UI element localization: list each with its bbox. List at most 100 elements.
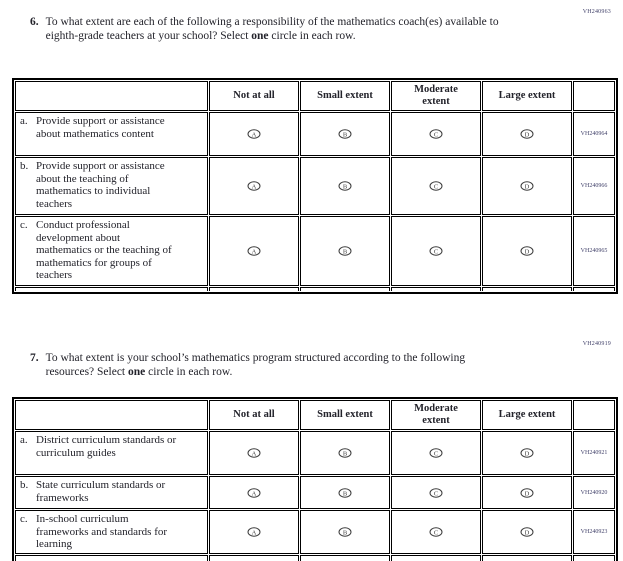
svg-text:A: A — [252, 529, 257, 536]
answer-oval-a-icon[interactable]: A — [247, 448, 261, 459]
response-cell[interactable]: C — [391, 431, 481, 475]
stub-cell — [482, 287, 572, 291]
row-letter: a. — [20, 434, 28, 446]
answer-oval-a-icon[interactable]: A — [247, 527, 261, 537]
question-6-text-b: circle in each row. — [268, 30, 356, 42]
row-letter: b. — [20, 479, 29, 491]
answer-oval-b-icon[interactable]: B — [338, 488, 352, 498]
question-7-vh-code: VH240919 — [582, 341, 611, 347]
answer-oval-b-icon[interactable]: B — [338, 129, 352, 140]
answer-oval-d-icon[interactable]: D — [520, 488, 534, 498]
row-label: Provide support or assistance about math… — [36, 115, 165, 140]
stub-cell — [209, 554, 299, 561]
answer-oval-d-icon[interactable]: D — [520, 527, 534, 537]
response-cell[interactable]: D — [482, 476, 572, 509]
response-cell[interactable]: A — [209, 476, 299, 509]
response-cell[interactable]: B — [300, 431, 390, 475]
answer-oval-c-icon[interactable]: C — [429, 448, 443, 459]
svg-text:A: A — [252, 451, 257, 458]
col-header-small-extent: Small extent — [300, 81, 390, 111]
response-cell[interactable]: C — [391, 510, 481, 554]
response-cell[interactable]: A — [209, 431, 299, 475]
response-cell[interactable]: D — [482, 112, 572, 156]
svg-text:D: D — [525, 529, 530, 536]
svg-text:B: B — [343, 529, 348, 536]
question-6-number: 6. — [30, 16, 39, 28]
answer-oval-c-icon[interactable]: C — [429, 246, 443, 257]
stub-cell — [391, 287, 481, 291]
answer-oval-b-icon[interactable]: B — [338, 527, 352, 537]
stub-cell — [209, 287, 299, 291]
row-label-cell: a. Provide support or assistance about m… — [15, 112, 208, 156]
answer-oval-a-icon[interactable]: A — [247, 181, 261, 192]
response-cell[interactable]: A — [209, 510, 299, 554]
stub-cell — [15, 554, 208, 561]
table-row: c. Conduct professional development abou… — [15, 216, 615, 286]
q7-response-table: Not at all Small extent Moderate extent … — [12, 397, 618, 561]
answer-oval-c-icon[interactable]: C — [429, 527, 443, 537]
row-vh-code: VH240921 — [573, 431, 615, 475]
question-7-text-a: To what extent is your school’s mathemat… — [45, 352, 466, 378]
col-header-moderate-extent: Moderate extent — [391, 400, 481, 430]
response-cell[interactable]: B — [300, 216, 390, 286]
response-cell[interactable]: C — [391, 476, 481, 509]
col-header-small-extent: Small extent — [300, 400, 390, 430]
row-letter: c. — [20, 513, 28, 525]
answer-oval-c-icon[interactable]: C — [429, 129, 443, 140]
answer-oval-d-icon[interactable]: D — [520, 181, 534, 192]
col-header-large-extent: Large extent — [482, 81, 572, 111]
answer-oval-d-icon[interactable]: D — [520, 129, 534, 140]
svg-text:C: C — [434, 184, 438, 191]
svg-text:A: A — [252, 184, 257, 191]
svg-text:D: D — [525, 451, 530, 458]
q6-response-table: Not at all Small extent Moderate extent … — [12, 78, 618, 294]
response-cell[interactable]: B — [300, 476, 390, 509]
question-6-vh-code: VH240963 — [582, 9, 611, 15]
svg-text:D: D — [525, 249, 530, 256]
question-6: 6. To what extent are each of the follow… — [30, 15, 508, 43]
row-label: District curriculum standards or curricu… — [36, 434, 177, 459]
response-cell[interactable]: C — [391, 112, 481, 156]
response-cell[interactable]: B — [300, 157, 390, 215]
stub-cell — [300, 287, 390, 291]
table-row: b. Provide support or assistance about t… — [15, 157, 615, 215]
stub-cell — [300, 554, 390, 561]
col-header-large-extent: Large extent — [482, 400, 572, 430]
svg-text:A: A — [252, 490, 257, 497]
response-cell[interactable]: D — [482, 510, 572, 554]
response-cell[interactable]: B — [300, 112, 390, 156]
answer-oval-a-icon[interactable]: A — [247, 488, 261, 498]
row-vh-code: VH240920 — [573, 476, 615, 509]
answer-oval-c-icon[interactable]: C — [429, 488, 443, 498]
answer-oval-c-icon[interactable]: C — [429, 181, 443, 192]
answer-oval-b-icon[interactable]: B — [338, 181, 352, 192]
col-header-moderate-extent: Moderate extent — [391, 81, 481, 111]
answer-oval-d-icon[interactable]: D — [520, 246, 534, 257]
response-cell[interactable]: D — [482, 216, 572, 286]
col-header-not-at-all: Not at all — [209, 81, 299, 111]
corner-cell — [15, 400, 208, 430]
answer-oval-a-icon[interactable]: A — [247, 129, 261, 140]
response-cell[interactable]: A — [209, 157, 299, 215]
response-cell[interactable]: A — [209, 112, 299, 156]
response-cell[interactable]: D — [482, 157, 572, 215]
q7-header-row: Not at all Small extent Moderate extent … — [15, 400, 615, 430]
response-cell[interactable]: B — [300, 510, 390, 554]
response-cell[interactable]: C — [391, 157, 481, 215]
answer-oval-d-icon[interactable]: D — [520, 448, 534, 459]
row-label: State curriculum standards or frameworks — [36, 479, 166, 504]
row-label-cell: a. District curriculum standards or curr… — [15, 431, 208, 475]
svg-text:D: D — [525, 132, 530, 139]
response-cell[interactable]: A — [209, 216, 299, 286]
svg-text:C: C — [434, 249, 438, 256]
table-edge-stub-row — [15, 287, 615, 291]
answer-oval-a-icon[interactable]: A — [247, 246, 261, 257]
response-cell[interactable]: C — [391, 216, 481, 286]
stub-cell — [391, 554, 481, 561]
question-7-bold-one: one — [128, 366, 146, 378]
answer-oval-b-icon[interactable]: B — [338, 448, 352, 459]
answer-oval-b-icon[interactable]: B — [338, 246, 352, 257]
response-cell[interactable]: D — [482, 431, 572, 475]
question-7: 7. To what extent is your school’s mathe… — [30, 351, 508, 379]
row-letter: b. — [20, 160, 29, 172]
